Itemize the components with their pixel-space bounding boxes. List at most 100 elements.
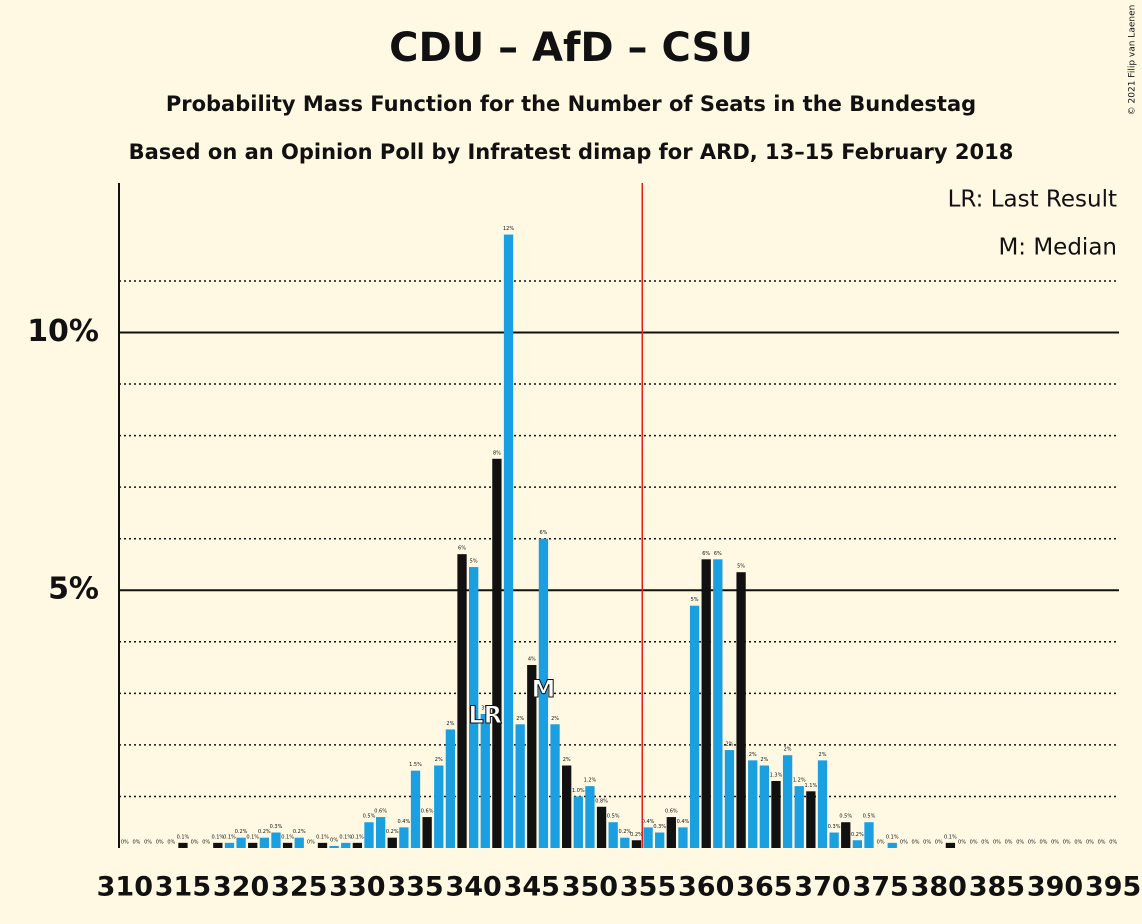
bar (887, 842, 897, 848)
bar (806, 791, 816, 848)
bar (294, 837, 304, 848)
value-label: 6% (539, 530, 547, 536)
x-tick-label: 335 (387, 872, 443, 903)
bar (643, 827, 653, 848)
bar (445, 729, 456, 848)
x-tick-label: 390 (1027, 872, 1083, 903)
legend-note: LR: Last Result (948, 187, 1117, 213)
value-label: 1.0% (572, 788, 585, 794)
value-label: 3% (481, 705, 489, 711)
value-label: 0.2% (618, 829, 631, 835)
value-label: 0.2% (293, 829, 306, 835)
bar (794, 786, 804, 848)
marker-label: LR (468, 701, 502, 729)
value-label: 0.6% (374, 809, 387, 815)
value-label: 0.1% (351, 834, 364, 840)
value-label: 1.5% (409, 762, 422, 768)
bar (434, 765, 444, 848)
value-label: 0% (1063, 840, 1071, 846)
bar (538, 538, 549, 848)
value-label: 5% (737, 564, 745, 570)
value-label: 0.2% (235, 829, 248, 835)
bar (782, 755, 793, 848)
bar (410, 770, 421, 848)
value-label: 0.6% (665, 809, 678, 815)
y-tick-label: 10% (27, 314, 99, 349)
bar (596, 806, 607, 848)
value-label: 0% (958, 840, 966, 846)
bar (329, 845, 339, 848)
bar (457, 554, 467, 848)
value-label: 0% (923, 840, 931, 846)
y-tick-label: 5% (48, 572, 99, 607)
bar (213, 842, 223, 848)
bar (678, 827, 688, 848)
x-tick-label: 355 (620, 872, 676, 903)
value-label: 0.1% (211, 834, 224, 840)
value-label: 2% (749, 752, 757, 758)
value-label: 0.3% (828, 824, 841, 830)
value-label: 0.4% (642, 819, 655, 825)
value-label: 2% (725, 742, 733, 748)
x-tick-label: 340 (445, 872, 501, 903)
bar (701, 559, 711, 848)
bar (864, 822, 874, 848)
x-tick-label: 395 (1085, 872, 1141, 903)
value-label: 0.5% (863, 814, 876, 820)
value-label: 0% (935, 840, 943, 846)
value-label: 0.6% (421, 809, 434, 815)
bar (771, 780, 781, 848)
x-tick-label: 385 (969, 872, 1025, 903)
value-label: 6% (714, 551, 722, 557)
chart-title: CDU – AfD – CSU (389, 25, 753, 71)
value-label: 0.1% (281, 834, 294, 840)
value-label: 0% (1109, 840, 1117, 846)
x-tick-label: 370 (794, 872, 850, 903)
value-label: 6% (458, 546, 466, 552)
bar (817, 760, 828, 848)
bar (248, 842, 258, 848)
bar (945, 842, 956, 848)
value-label: 0% (330, 837, 338, 843)
value-label: 0.1% (177, 834, 190, 840)
value-label: 0% (132, 840, 140, 846)
bar (759, 765, 769, 848)
value-label: 0% (1005, 840, 1013, 846)
x-tick-label: 345 (504, 872, 560, 903)
bar (620, 837, 630, 848)
value-label: 0.1% (316, 834, 329, 840)
bar (631, 840, 642, 848)
bar (736, 572, 746, 848)
value-label: 6% (702, 551, 710, 557)
value-label: 0.4% (677, 819, 690, 825)
value-label: 0% (167, 840, 175, 846)
value-label: 2% (760, 757, 768, 763)
bar (550, 724, 560, 848)
value-label: 0% (1051, 840, 1059, 846)
subtitle: Probability Mass Function for the Number… (166, 92, 976, 116)
value-label: 0.2% (386, 829, 399, 835)
bar (829, 832, 839, 848)
bar (689, 605, 700, 848)
bar (422, 817, 432, 848)
value-label: 2% (551, 716, 559, 722)
value-label: 0.5% (839, 814, 852, 820)
bar (852, 840, 863, 848)
value-label: 0.3% (653, 824, 666, 830)
x-tick-label: 375 (852, 872, 908, 903)
value-label: 12% (503, 226, 514, 232)
bar (259, 837, 269, 848)
value-label: 0% (156, 840, 164, 846)
bar (841, 822, 851, 848)
value-label: 0% (1086, 840, 1094, 846)
x-tick-label: 320 (213, 872, 269, 903)
bar (492, 458, 502, 848)
value-label: 0% (307, 840, 315, 846)
bar (503, 234, 514, 848)
bar (724, 750, 735, 848)
value-label: 5% (470, 559, 478, 565)
x-tick-label: 380 (911, 872, 967, 903)
bar (387, 837, 397, 848)
value-label: 0.2% (851, 832, 864, 838)
